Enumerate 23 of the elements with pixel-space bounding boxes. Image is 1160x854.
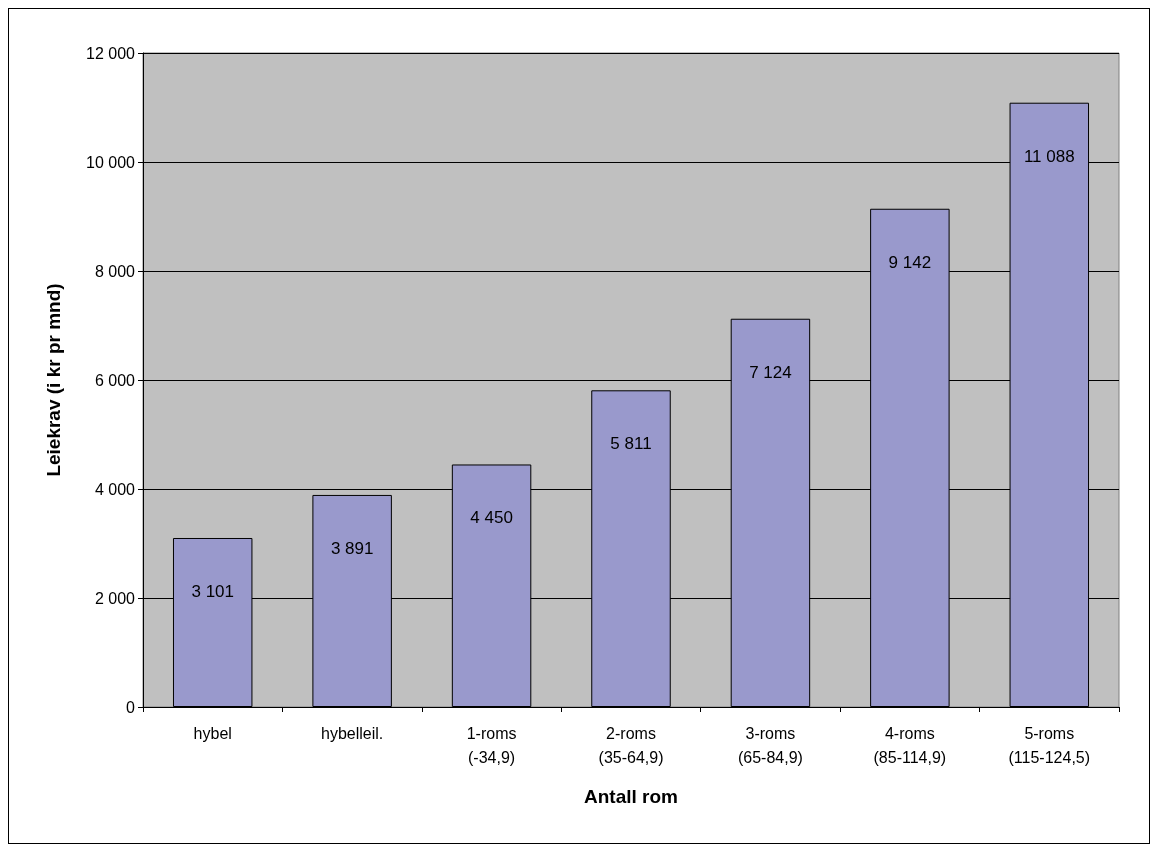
- data-label: 11 088: [1023, 146, 1075, 166]
- x-tick-label: hybelleil.: [321, 724, 384, 742]
- data-label: 5 811: [610, 434, 652, 454]
- data-label: 3 891: [330, 538, 374, 558]
- data-label: 9 142: [888, 252, 932, 272]
- x-tick-label: 5-roms (115-124,5): [1008, 724, 1091, 766]
- y-tick-label: 6 000: [94, 371, 136, 389]
- data-label: 4 450: [470, 508, 513, 528]
- x-tick-label: 1-roms (-34,9): [466, 724, 517, 766]
- x-axis-title: Antall rom: [584, 786, 678, 807]
- y-tick-label: 12 000: [86, 44, 136, 62]
- y-tick-label: 10 000: [86, 153, 136, 171]
- y-tick-label: 0: [126, 698, 136, 716]
- data-label: 7 124: [749, 362, 792, 382]
- x-tick-label: hybel: [193, 724, 232, 742]
- data-label: 3 101: [191, 582, 234, 601]
- y-tick-label: 8 000: [94, 262, 136, 280]
- x-tick-label: 4-roms (85-114,9): [873, 724, 947, 766]
- y-tick-label: 2 000: [94, 589, 136, 607]
- x-tick-label: 3-roms (65-84,9): [737, 724, 803, 766]
- y-tick-label: 4 000: [94, 480, 136, 498]
- y-axis-title: Leiekrav (i kr pr mnd): [43, 283, 64, 477]
- x-tick-label: 2-roms (35-64,9): [598, 724, 664, 766]
